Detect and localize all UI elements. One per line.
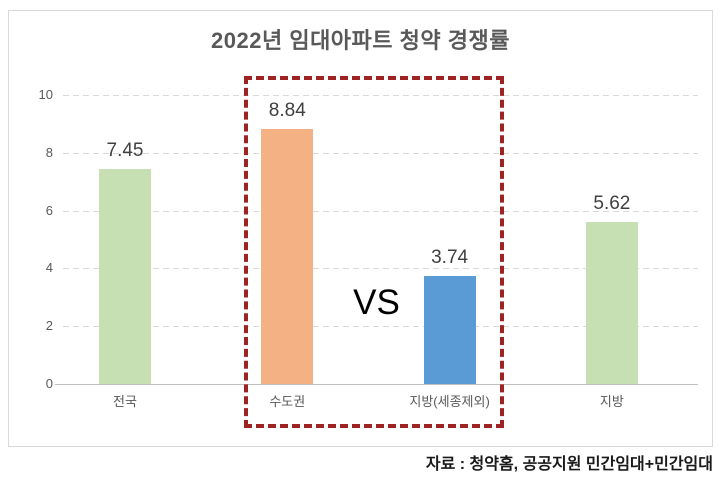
chart-title: 2022년 임대아파트 청약 경쟁률 bbox=[211, 28, 510, 53]
x-axis-label-0: 전국 bbox=[113, 394, 137, 409]
vs-annotation: VS bbox=[353, 283, 400, 322]
bar-value-label-0: 7.45 bbox=[106, 140, 144, 161]
y-tick-label-6: 6 bbox=[45, 202, 53, 218]
x-axis-label-3: 지방 bbox=[599, 394, 624, 409]
y-tick-label-8: 8 bbox=[45, 144, 53, 160]
y-tick-label-2: 2 bbox=[45, 318, 53, 334]
y-tick-label-10: 10 bbox=[38, 87, 53, 102]
highlight-box bbox=[244, 76, 504, 428]
bar-value-label-2: 3.74 bbox=[431, 247, 469, 268]
bar-0 bbox=[99, 169, 151, 384]
x-axis-label-2: 지방(세종제외) bbox=[409, 394, 490, 409]
gridline-10 bbox=[63, 95, 698, 96]
bar-2 bbox=[423, 276, 476, 384]
y-tick-label-4: 4 bbox=[45, 260, 53, 276]
gridline-2 bbox=[63, 326, 698, 328]
gridline-6 bbox=[63, 210, 698, 212]
x-axis-line bbox=[55, 384, 698, 385]
bar-value-label-3: 5.62 bbox=[593, 193, 631, 214]
gridline-4 bbox=[63, 268, 698, 270]
y-tick-label-0: 0 bbox=[45, 376, 53, 391]
gridline-8 bbox=[63, 152, 698, 154]
x-axis-label-1: 수도권 bbox=[269, 394, 306, 409]
bar-value-label-1: 8.84 bbox=[268, 100, 306, 121]
bar-1 bbox=[261, 129, 314, 384]
bar-3 bbox=[585, 222, 638, 384]
chart-frame: 2022년 임대아파트 청약 경쟁률 0 2 4 6 8 10 7.45 전국 8.84 수도권 3… bbox=[8, 10, 713, 447]
plot-area: 0 2 4 6 8 10 7.45 전국 8.84 수도권 3.74 지방(세종제외) 5.62 지방 bbox=[9, 11, 712, 446]
source-note: 자료 : 청약홈, 공공지원 민간임대+민간임대 bbox=[425, 456, 713, 473]
